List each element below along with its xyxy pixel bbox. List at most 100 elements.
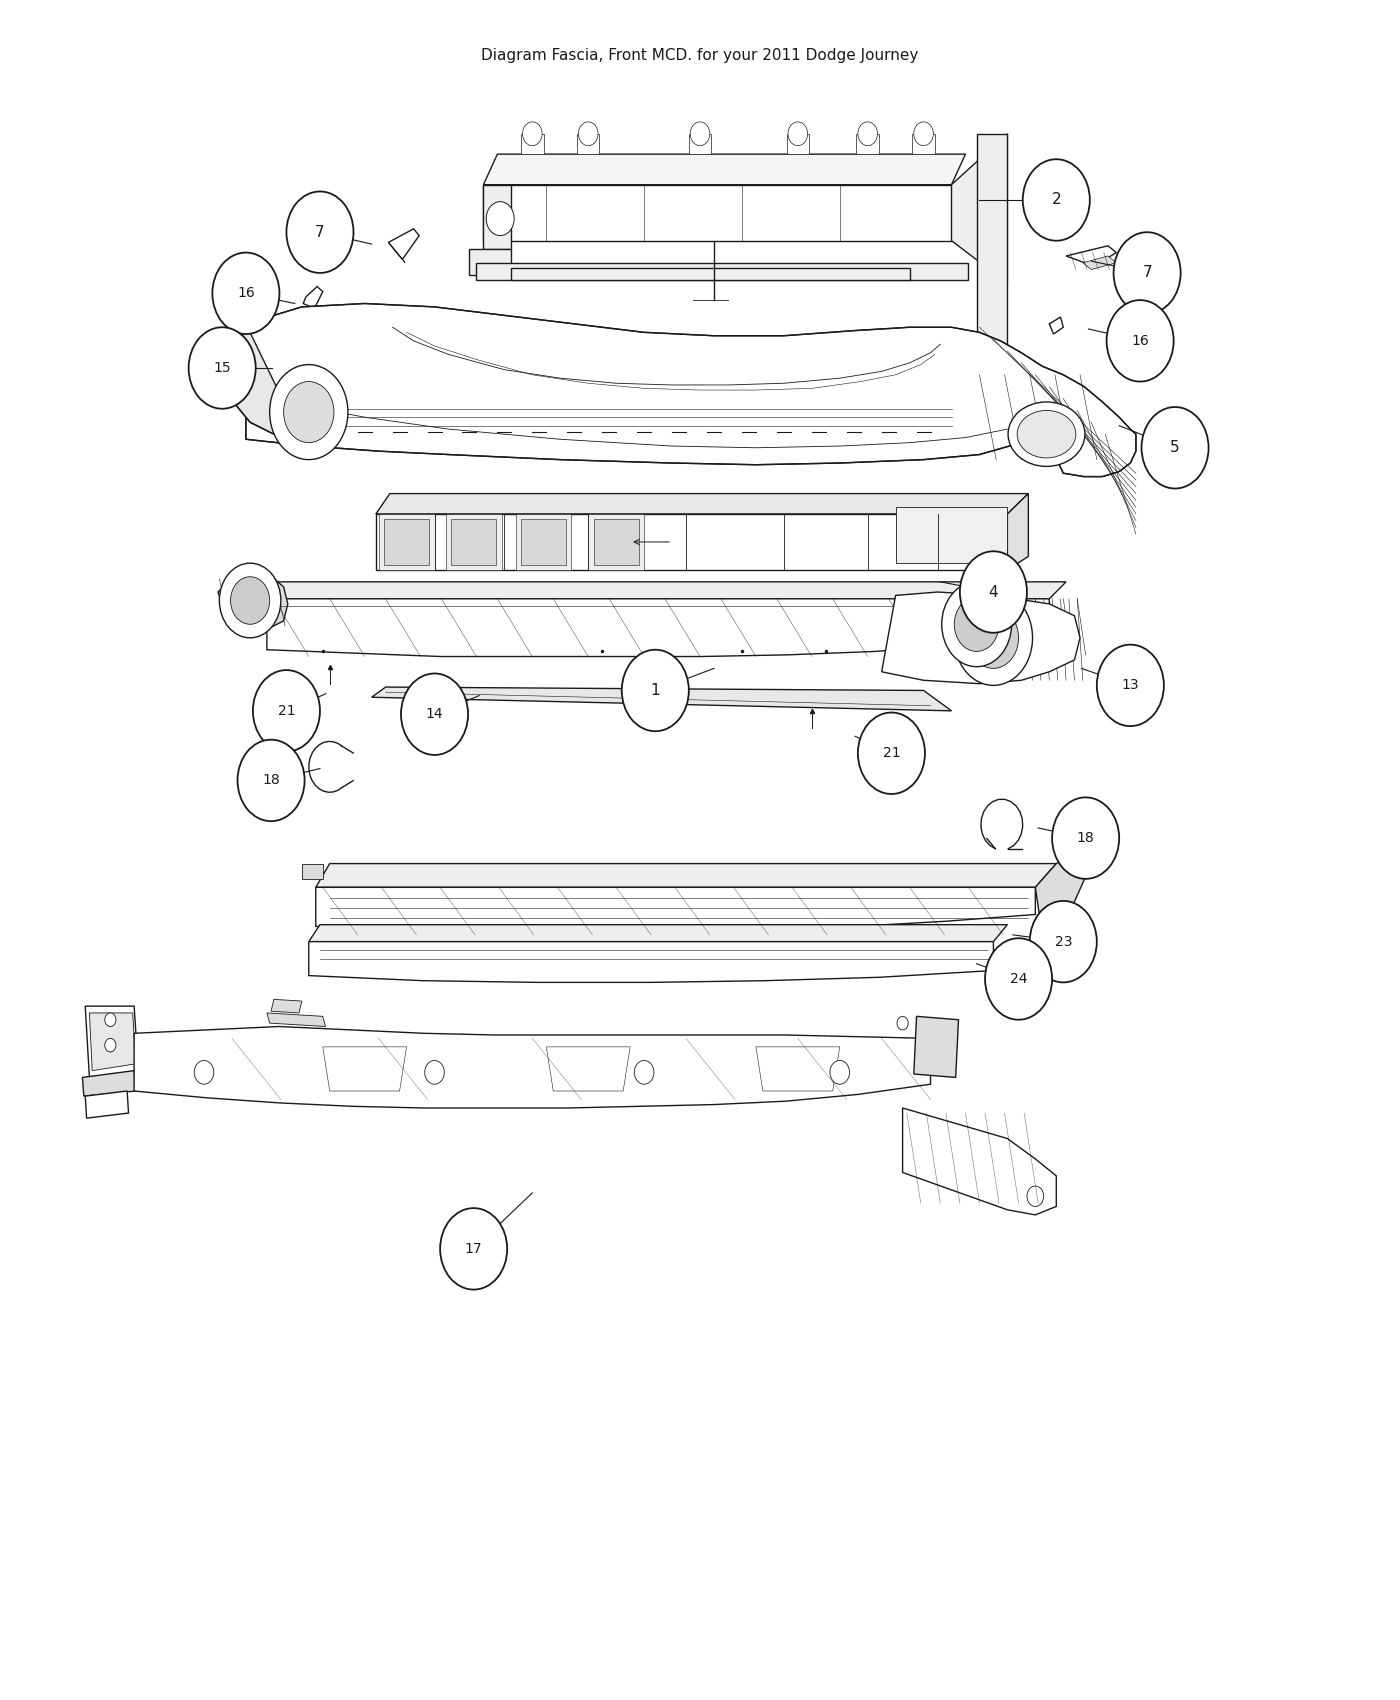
Polygon shape	[272, 1000, 302, 1013]
Polygon shape	[588, 513, 644, 570]
Polygon shape	[225, 325, 302, 439]
Circle shape	[634, 1061, 654, 1085]
Circle shape	[955, 597, 1000, 651]
Polygon shape	[577, 134, 599, 155]
Circle shape	[220, 563, 281, 638]
Polygon shape	[85, 1091, 129, 1119]
Polygon shape	[451, 518, 496, 564]
Polygon shape	[882, 592, 1079, 683]
Text: 18: 18	[1077, 831, 1095, 845]
Text: 2: 2	[1051, 192, 1061, 207]
Circle shape	[486, 202, 514, 236]
Polygon shape	[388, 230, 419, 260]
Polygon shape	[1008, 493, 1029, 570]
Polygon shape	[476, 264, 969, 280]
Text: 18: 18	[262, 774, 280, 787]
Polygon shape	[218, 575, 288, 629]
Polygon shape	[483, 185, 511, 250]
Polygon shape	[896, 507, 1008, 563]
Polygon shape	[594, 518, 638, 564]
Polygon shape	[521, 518, 566, 564]
Polygon shape	[323, 1047, 406, 1091]
Text: 24: 24	[1009, 972, 1028, 986]
Polygon shape	[267, 1013, 326, 1027]
Circle shape	[231, 576, 270, 624]
Polygon shape	[1065, 246, 1116, 267]
Circle shape	[788, 122, 808, 146]
Polygon shape	[511, 269, 910, 281]
Text: 13: 13	[1121, 678, 1140, 692]
Circle shape	[238, 740, 305, 821]
Polygon shape	[277, 357, 300, 381]
Circle shape	[1023, 160, 1089, 241]
Polygon shape	[371, 687, 952, 711]
Polygon shape	[388, 243, 405, 264]
Text: 4: 4	[988, 585, 998, 600]
Text: 7: 7	[1142, 265, 1152, 280]
Polygon shape	[267, 598, 1050, 656]
Text: 15: 15	[213, 360, 231, 376]
Circle shape	[622, 649, 689, 731]
Circle shape	[1096, 644, 1163, 726]
Text: 1: 1	[651, 683, 661, 699]
Polygon shape	[903, 1108, 1056, 1216]
Text: 16: 16	[1131, 333, 1149, 348]
Text: 16: 16	[237, 286, 255, 301]
Polygon shape	[857, 134, 879, 155]
Polygon shape	[756, 1047, 840, 1091]
Polygon shape	[85, 1006, 139, 1078]
Polygon shape	[304, 287, 323, 309]
Polygon shape	[515, 513, 571, 570]
Polygon shape	[1050, 318, 1063, 333]
Circle shape	[400, 673, 468, 755]
Circle shape	[1053, 797, 1119, 879]
Circle shape	[270, 364, 347, 459]
Ellipse shape	[1008, 401, 1085, 466]
Text: Diagram Fascia, Front MCD. for your 2011 Dodge Journey: Diagram Fascia, Front MCD. for your 2011…	[482, 48, 918, 63]
Text: 21: 21	[277, 704, 295, 717]
Polygon shape	[913, 134, 935, 155]
Polygon shape	[246, 304, 1135, 476]
Circle shape	[440, 1209, 507, 1290]
Circle shape	[1141, 406, 1208, 488]
Polygon shape	[302, 864, 323, 879]
Circle shape	[213, 253, 280, 333]
Polygon shape	[375, 513, 1008, 570]
Polygon shape	[445, 513, 501, 570]
Circle shape	[1030, 901, 1096, 983]
Polygon shape	[309, 942, 994, 983]
Polygon shape	[952, 134, 1008, 284]
Text: 17: 17	[465, 1241, 483, 1256]
Circle shape	[1106, 301, 1173, 381]
Circle shape	[105, 1013, 116, 1027]
Polygon shape	[316, 864, 1056, 887]
Polygon shape	[134, 1027, 931, 1108]
Circle shape	[1028, 1187, 1044, 1207]
Polygon shape	[384, 518, 428, 564]
Circle shape	[195, 1061, 214, 1085]
Circle shape	[969, 607, 1019, 668]
Circle shape	[942, 581, 1012, 666]
Text: 5: 5	[1170, 440, 1180, 456]
Text: 7: 7	[315, 224, 325, 240]
Polygon shape	[375, 493, 1029, 513]
Circle shape	[986, 938, 1053, 1020]
Polygon shape	[914, 1017, 959, 1078]
Circle shape	[287, 192, 353, 274]
Circle shape	[690, 122, 710, 146]
Polygon shape	[1082, 257, 1116, 270]
Polygon shape	[483, 155, 966, 185]
Circle shape	[578, 122, 598, 146]
Polygon shape	[90, 1013, 136, 1071]
Circle shape	[253, 670, 321, 751]
Circle shape	[522, 122, 542, 146]
Circle shape	[858, 122, 878, 146]
Polygon shape	[316, 887, 1036, 935]
Polygon shape	[977, 134, 1008, 350]
Circle shape	[424, 1061, 444, 1085]
Polygon shape	[378, 513, 434, 570]
Polygon shape	[309, 925, 1008, 942]
Polygon shape	[689, 134, 711, 155]
Circle shape	[897, 1017, 909, 1030]
Polygon shape	[546, 1047, 630, 1091]
